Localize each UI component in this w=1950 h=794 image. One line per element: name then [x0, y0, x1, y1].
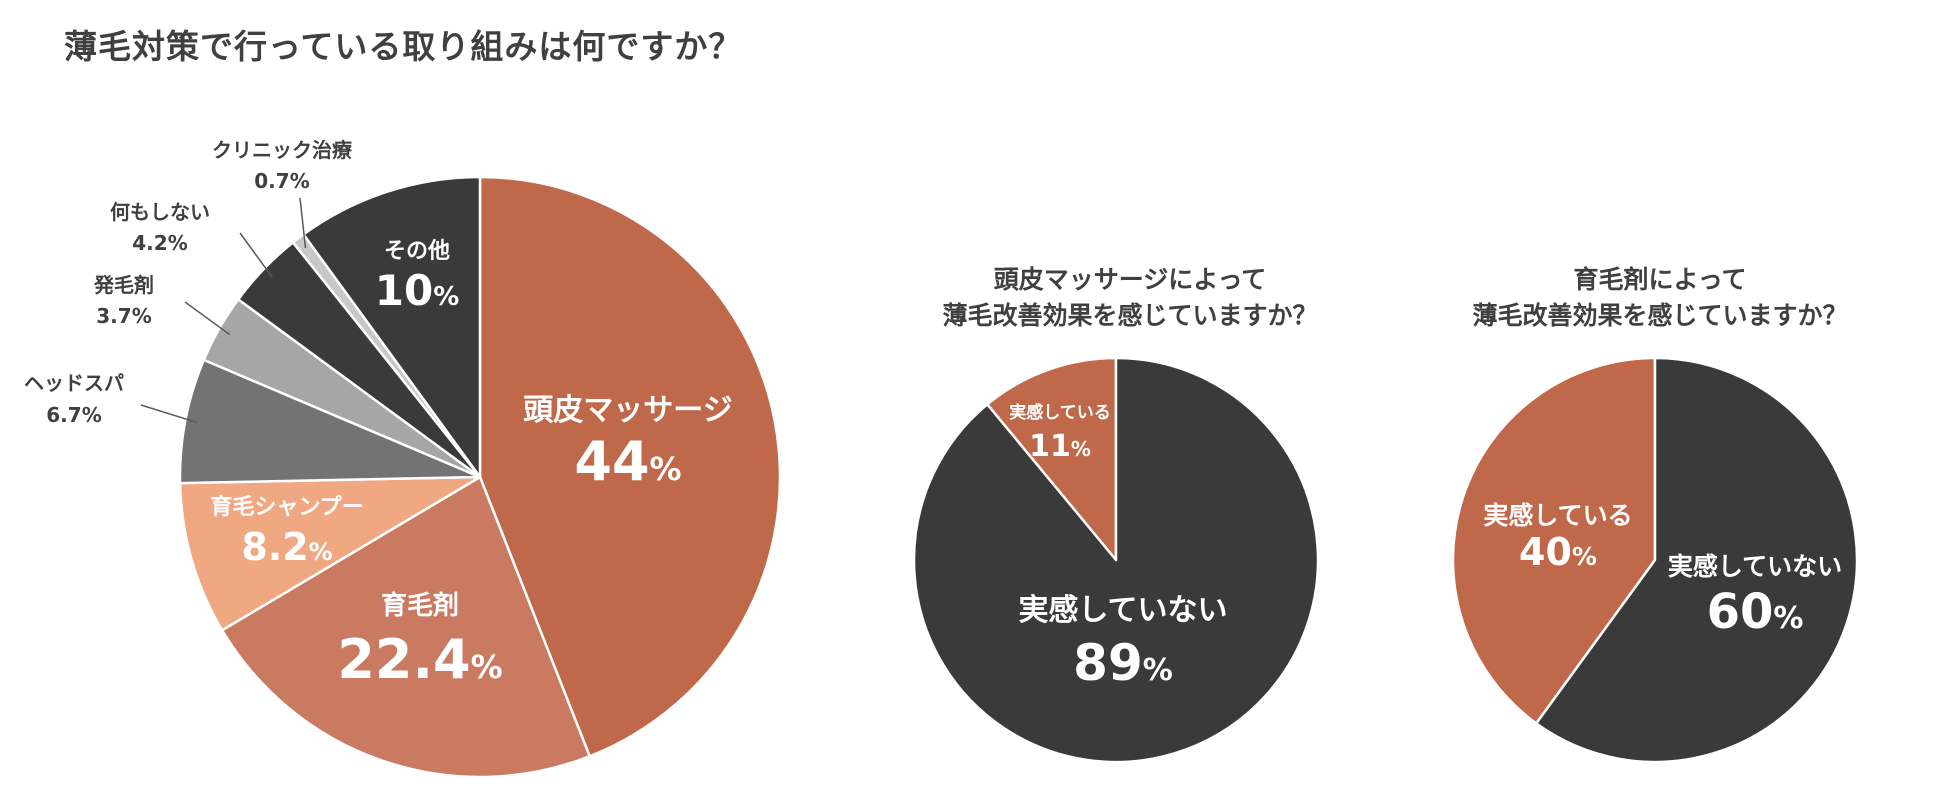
tonic-chart-title: 育毛剤によって 薄毛改善効果を感じていますか？ — [1472, 265, 1848, 330]
slice-head-massage-label: 頭皮マッサージ — [523, 393, 732, 428]
slice-nothing-value: 4.2% — [132, 231, 187, 255]
tonic-not-feel-value: 60% — [1707, 584, 1804, 640]
slice-other-value: 10% — [375, 266, 460, 315]
slice-growth-shampoo — [178, 475, 482, 632]
slice-clinic-label: クリニック治療 — [212, 138, 352, 162]
massage-slice-not-feel — [912, 356, 1320, 764]
slice-clinic-leader-line — [299, 197, 307, 248]
massage-slice-feel — [985, 356, 1118, 562]
massage-not-feel-label: 実感していない — [1018, 593, 1227, 628]
tonic-feel-value: 40% — [1519, 530, 1597, 574]
slice-other — [302, 175, 482, 479]
slice-head-spa — [178, 358, 482, 485]
slice-hair-growth-agent-label: 発毛剤 — [93, 273, 154, 297]
slice-nothing-label: 何もしない — [110, 200, 210, 224]
slice-head-spa-value: 6.7% — [46, 403, 101, 427]
massage-not-feel-value: 89% — [1073, 634, 1173, 692]
tonic-feel-label: 実感している — [1483, 501, 1632, 530]
main-chart-title: 薄毛対策で行っている取り組みは何ですか？ — [64, 27, 743, 66]
tonic-slice-feel — [1451, 356, 1657, 725]
slice-hair-tonic-value: 22.4% — [337, 628, 502, 691]
slice-growth-shampoo-label: 育毛シャンプー — [210, 494, 363, 520]
slice-other-label: その他 — [384, 239, 450, 264]
slice-head-spa-leader-line — [140, 404, 198, 424]
slice-head-spa-label: ヘッドスパ — [24, 371, 124, 395]
massage-feel-value: 11% — [1029, 429, 1091, 464]
slice-nothing-leader-line — [239, 232, 273, 278]
slice-head-massage-value: 44% — [574, 430, 681, 493]
slice-head-massage — [478, 175, 782, 758]
slice-hair-tonic-label: 育毛剤 — [381, 590, 459, 621]
slice-hair-tonic — [220, 475, 591, 779]
massage-chart-title: 頭皮マッサージによって 薄毛改善効果を感じていますか？ — [942, 265, 1318, 330]
slice-hair-growth-agent-leader-line — [184, 301, 231, 336]
slice-growth-shampoo-value: 8.2% — [241, 525, 332, 569]
slice-hair-growth-agent-value: 3.7% — [96, 304, 151, 328]
slice-clinic-value: 0.7% — [254, 169, 309, 193]
tonic-slice-not-feel — [1535, 356, 1859, 764]
massage-feel-label: 実感している — [1009, 402, 1111, 423]
tonic-not-feel-label: 実感していない — [1668, 552, 1842, 581]
